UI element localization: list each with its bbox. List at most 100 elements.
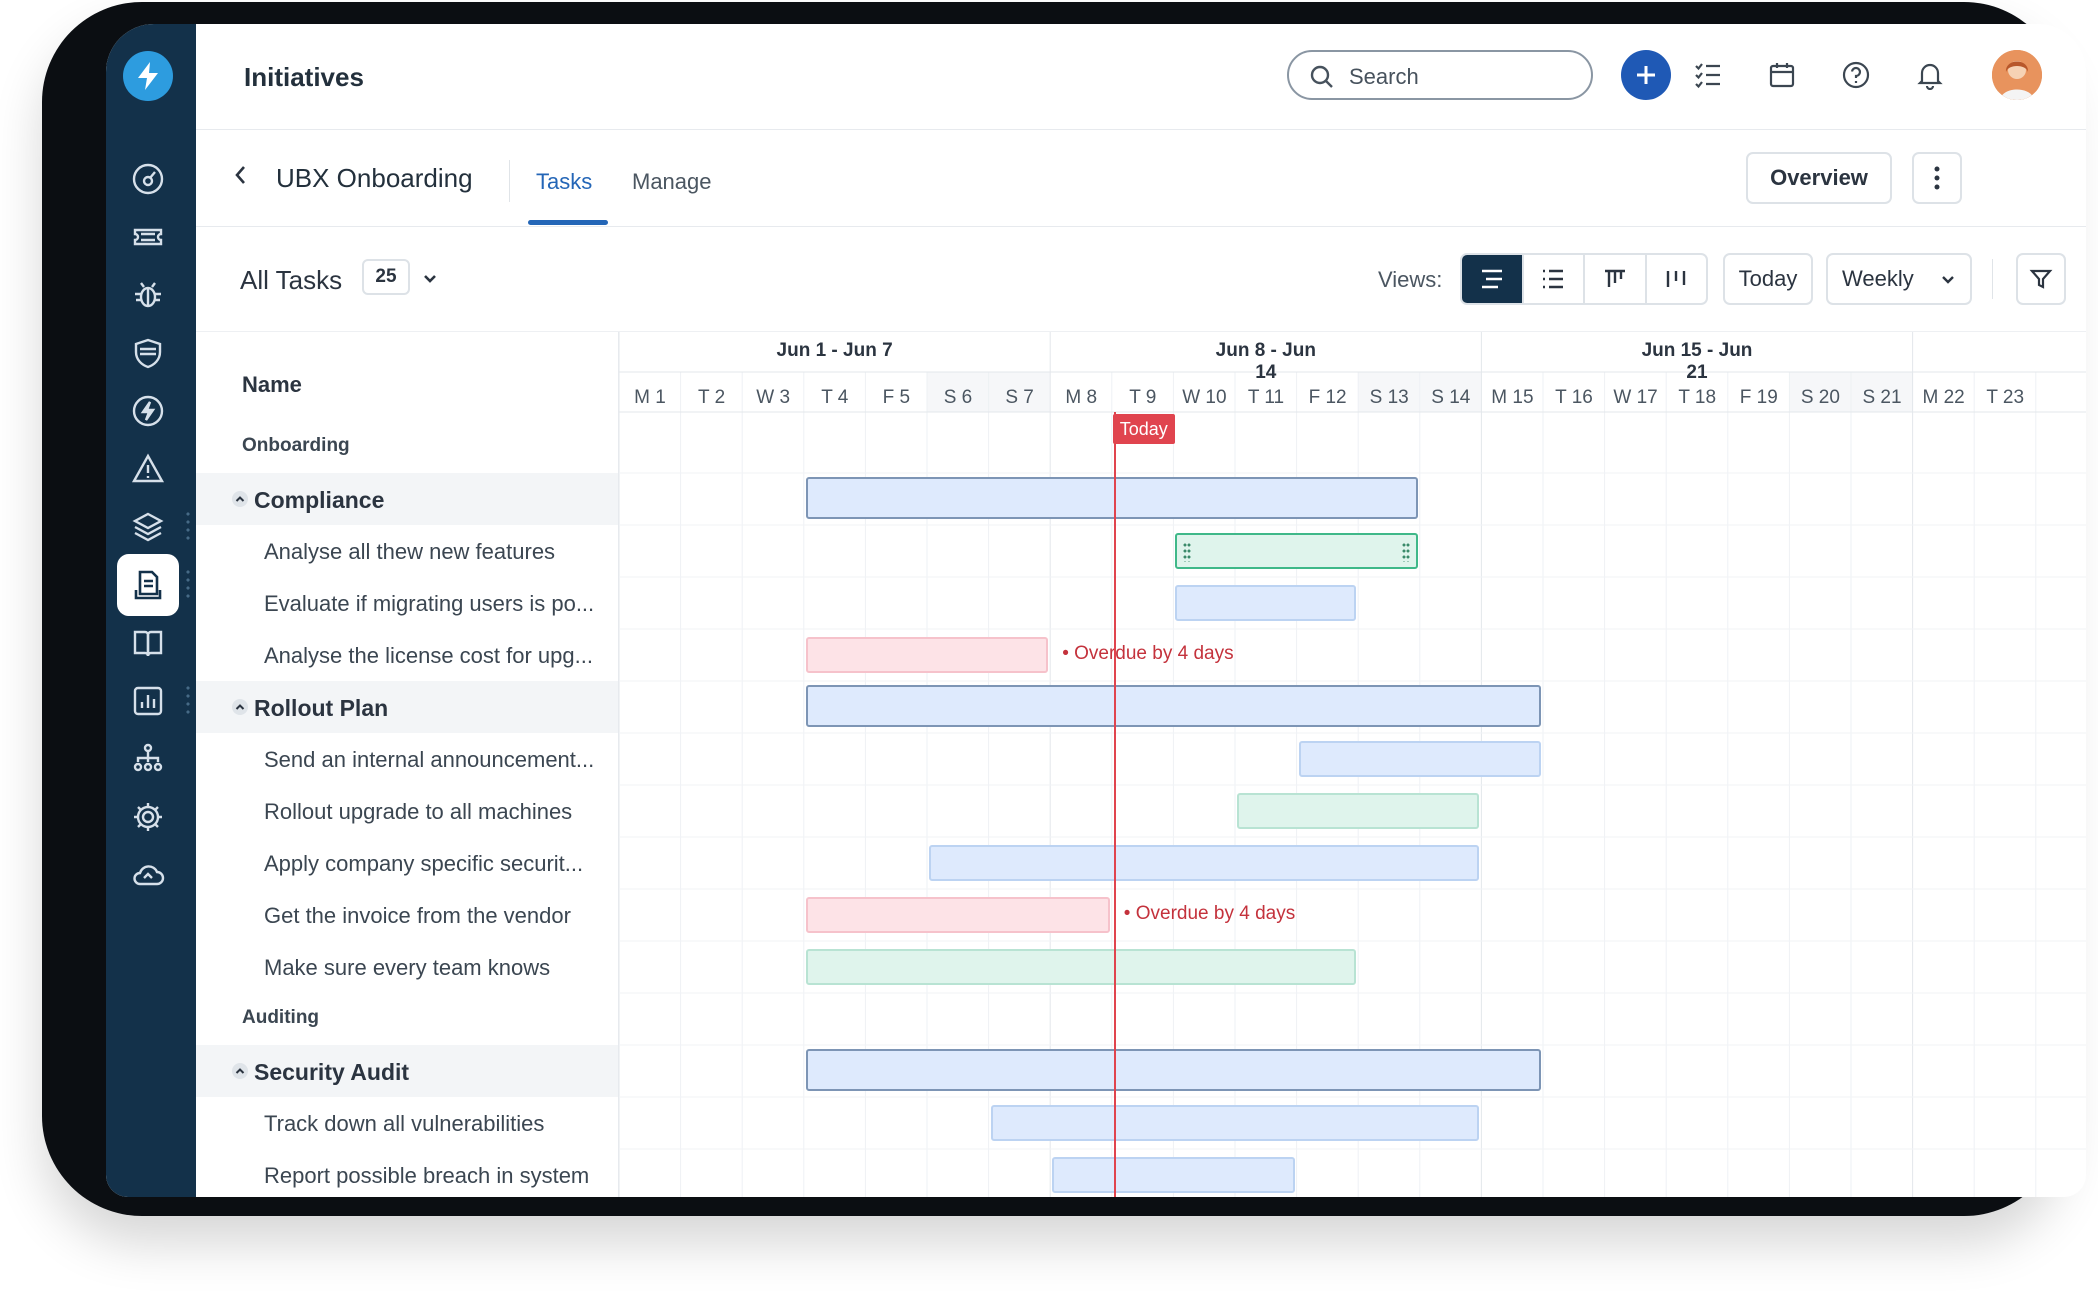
overview-button[interactable]: Overview xyxy=(1746,152,1892,204)
cloud-icon[interactable] xyxy=(117,844,179,906)
help-icon[interactable] xyxy=(1831,50,1881,100)
task-row[interactable]: Analyse the license cost for upg... xyxy=(196,629,618,681)
tab-tasks[interactable]: Tasks xyxy=(536,169,593,194)
divider xyxy=(1992,259,1993,299)
task-bar[interactable] xyxy=(1175,585,1357,621)
board-view-button[interactable] xyxy=(1585,255,1647,303)
task-row[interactable]: Rollout upgrade to all machines xyxy=(196,785,618,837)
projects-icon[interactable] xyxy=(117,554,179,616)
day-header: S 20 xyxy=(1800,387,1840,408)
add-button[interactable] xyxy=(1621,50,1671,100)
day-header: W 10 xyxy=(1182,387,1227,408)
drag-handle-icon[interactable] xyxy=(1183,542,1192,562)
name-column-header: Name xyxy=(242,372,302,397)
group-row[interactable]: Compliance xyxy=(196,473,618,525)
changes-bolt-icon[interactable] xyxy=(117,380,179,442)
period-select[interactable]: Weekly xyxy=(1826,253,1972,305)
search-box[interactable]: Search xyxy=(1287,50,1593,100)
more-menu-button[interactable] xyxy=(1912,152,1962,204)
avatar[interactable] xyxy=(1992,50,2042,100)
book-icon[interactable] xyxy=(117,612,179,674)
board-view-icon xyxy=(1604,269,1625,287)
task-row[interactable]: Get the invoice from the vendor xyxy=(196,889,618,941)
task-row[interactable]: Make sure every team knows xyxy=(196,941,618,993)
task-bar[interactable] xyxy=(805,897,1110,933)
day-header: S 21 xyxy=(1862,387,1902,408)
task-bar[interactable] xyxy=(805,637,1049,673)
tab-manage[interactable]: Manage xyxy=(632,169,712,194)
search-input[interactable]: Search xyxy=(1349,64,1419,89)
task-row[interactable]: Evaluate if migrating users is po... xyxy=(196,577,618,629)
columns-view-button[interactable] xyxy=(1647,255,1707,303)
app-screen: Initiatives Search xyxy=(106,24,2086,1197)
task-bar[interactable] xyxy=(1237,793,1480,829)
ticket-icon[interactable] xyxy=(117,206,179,268)
day-header: F 12 xyxy=(1308,387,1347,408)
gantt-view-button[interactable] xyxy=(1462,255,1524,303)
filter-icon xyxy=(2029,269,2053,289)
day-header: T 4 xyxy=(821,387,849,408)
task-bar[interactable] xyxy=(805,949,1357,985)
group-row[interactable]: Rollout Plan xyxy=(196,681,618,733)
sidebar-grip xyxy=(186,568,190,600)
task-row[interactable]: Report possible breach in system xyxy=(196,1149,618,1197)
section-row[interactable]: Auditing xyxy=(196,993,618,1045)
view-switcher xyxy=(1460,253,1708,305)
today-marker: Today xyxy=(1112,414,1175,444)
day-header: M 22 xyxy=(1922,387,1965,408)
collapse-chevron-icon[interactable] xyxy=(232,491,248,507)
alert-icon[interactable] xyxy=(117,438,179,500)
task-name: Make sure every team knows xyxy=(264,955,551,980)
bug-icon[interactable] xyxy=(117,264,179,326)
calendar-icon[interactable] xyxy=(1757,50,1807,100)
shield-icon[interactable] xyxy=(117,322,179,384)
task-bar[interactable] xyxy=(929,845,1480,881)
group-name: Rollout Plan xyxy=(254,695,389,721)
filter-button[interactable] xyxy=(2016,253,2066,305)
task-row[interactable]: Apply company specific securit... xyxy=(196,837,618,889)
checklist-icon[interactable] xyxy=(1683,50,1733,100)
collapse-chevron-icon[interactable] xyxy=(232,1063,248,1079)
logo-bolt-icon[interactable] xyxy=(123,51,173,101)
task-name: Apply company specific securit... xyxy=(264,851,584,876)
task-name: Evaluate if migrating users is po... xyxy=(264,591,595,616)
reports-chart-icon[interactable] xyxy=(117,670,179,732)
task-name: Get the invoice from the vendor xyxy=(264,903,571,928)
collapse-chevron-icon[interactable] xyxy=(232,699,248,715)
overdue-label: • Overdue by 4 days xyxy=(1062,643,1234,664)
task-row[interactable]: Send an internal announcement... xyxy=(196,733,618,785)
weekend-shade xyxy=(927,372,989,412)
day-header: F 5 xyxy=(882,387,911,408)
today-button[interactable]: Today xyxy=(1723,253,1813,305)
day-header: M 1 xyxy=(634,387,666,408)
search-icon xyxy=(1310,65,1333,88)
task-bar[interactable] xyxy=(990,1105,1480,1141)
views-label: Views: xyxy=(1378,267,1443,292)
summary-bar[interactable] xyxy=(805,477,1418,519)
back-chevron-icon[interactable] xyxy=(232,164,250,191)
task-bar[interactable] xyxy=(1052,1157,1295,1193)
dashboard-icon[interactable] xyxy=(117,148,179,210)
summary-bar[interactable] xyxy=(805,1049,1541,1091)
summary-bar[interactable] xyxy=(805,685,1541,727)
section-row[interactable]: Onboarding xyxy=(196,421,618,473)
drag-handle-icon[interactable] xyxy=(1401,542,1410,562)
task-row[interactable]: Track down all vulnerabilities xyxy=(196,1097,618,1149)
week-header: Jun 8 - Jun 14 xyxy=(1215,340,1316,383)
task-count-badge: 25 xyxy=(362,259,410,295)
group-row[interactable]: Security Audit xyxy=(196,1045,618,1097)
list-view-button[interactable] xyxy=(1524,255,1585,303)
settings-gear-icon[interactable] xyxy=(117,786,179,848)
task-name: Report possible breach in system xyxy=(264,1163,590,1188)
day-header: S 7 xyxy=(1005,387,1034,408)
week-header: Jun 1 - Jun 7 xyxy=(776,340,893,361)
all-tasks-label[interactable]: All Tasks xyxy=(240,265,343,295)
bell-icon[interactable] xyxy=(1905,50,1955,100)
task-bar[interactable] xyxy=(1298,741,1541,777)
layers-icon[interactable] xyxy=(117,496,179,558)
task-bar[interactable] xyxy=(1175,533,1418,569)
section-name: Auditing xyxy=(242,1007,320,1028)
org-chart-icon[interactable] xyxy=(117,728,179,790)
task-row[interactable]: Analyse all thew new features xyxy=(196,525,618,577)
chevron-down-icon[interactable] xyxy=(422,272,438,290)
